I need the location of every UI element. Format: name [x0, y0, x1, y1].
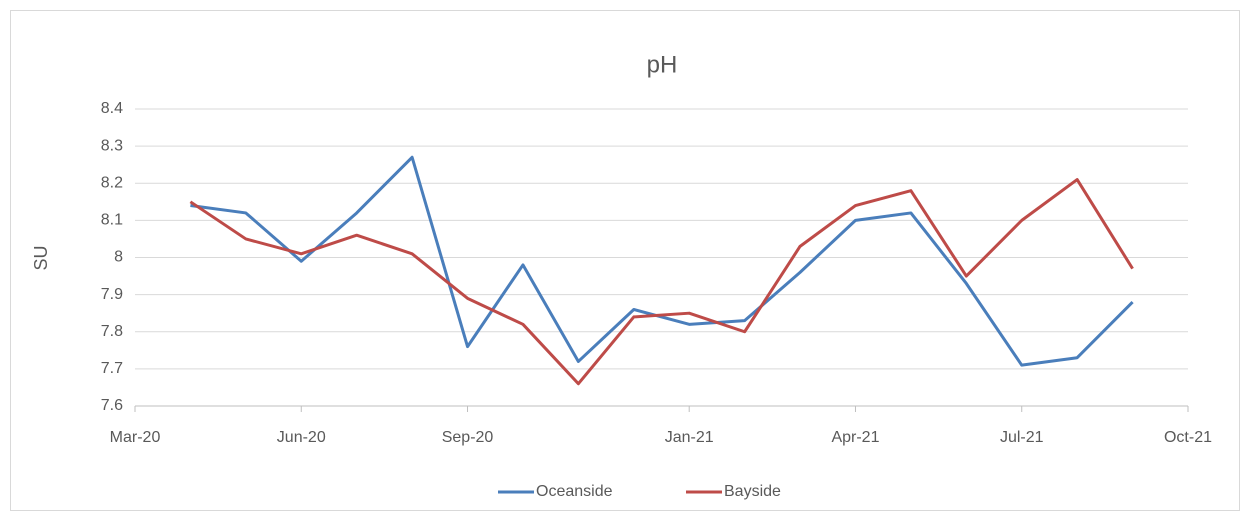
y-tick-label: 8.3 — [101, 137, 123, 154]
x-tick-label: Oct-21 — [1164, 429, 1212, 446]
y-tick-label: 7.6 — [101, 397, 123, 414]
series-line — [189, 178, 1134, 386]
y-tick-label: 8 — [114, 249, 123, 266]
x-tick-label: Apr-21 — [831, 429, 879, 446]
x-tick-label: Mar-20 — [110, 429, 161, 446]
y-tick-label: 8.1 — [101, 212, 123, 229]
legend-label: Bayside — [724, 483, 781, 500]
chart-title: pH — [647, 51, 678, 78]
legend-label: Oceanside — [536, 483, 613, 500]
y-tick-label: 7.7 — [101, 360, 123, 377]
x-tick-label: Jan-21 — [665, 429, 714, 446]
chart-frame — [10, 10, 1240, 511]
y-tick-label: 7.9 — [101, 286, 123, 303]
y-tick-label: 8.4 — [101, 100, 123, 117]
x-tick-label: Jul-21 — [1000, 429, 1044, 446]
y-axis-label: SU — [31, 245, 51, 270]
y-tick-label: 7.8 — [101, 323, 123, 340]
series-line — [190, 155, 1134, 367]
y-tick-label: 8.2 — [101, 174, 123, 191]
x-tick-label: Jun-20 — [277, 429, 326, 446]
x-tick-label: Sep-20 — [442, 429, 494, 446]
